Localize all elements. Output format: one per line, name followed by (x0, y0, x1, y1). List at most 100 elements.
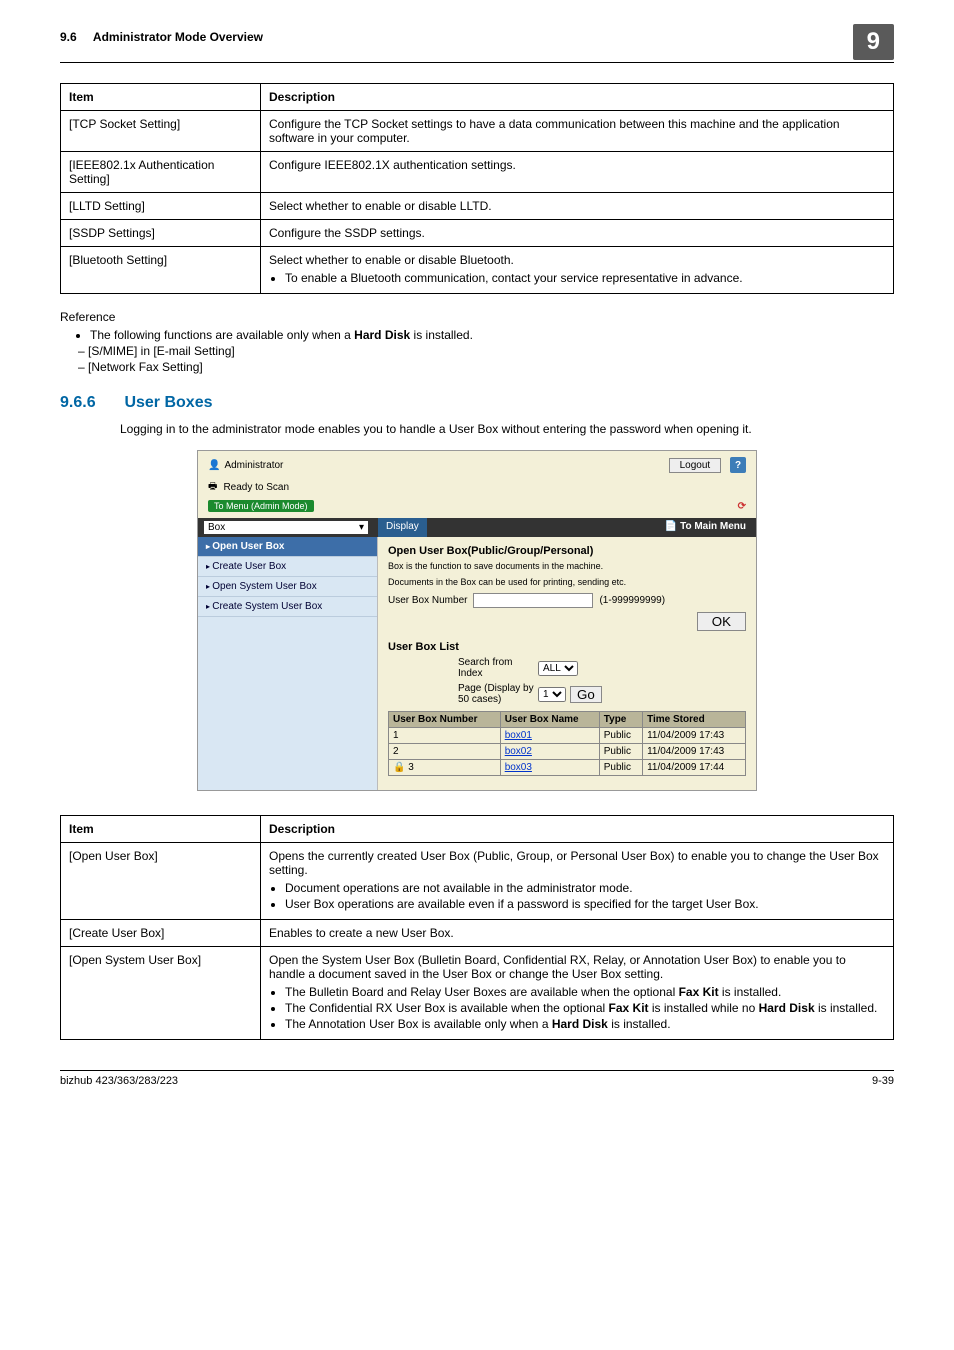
table-row: [SSDP Settings] Configure the SSDP setti… (61, 220, 894, 247)
logout-button[interactable]: Logout (669, 458, 722, 473)
table-row: [Open User Box] Opens the currently crea… (61, 843, 894, 920)
admin-label: 👤 Administrator (208, 460, 283, 471)
ref-line-bullet: The following functions are available on… (90, 328, 894, 342)
cell-item: [Bluetooth Setting] (61, 247, 261, 294)
col-userboxname: User Box Name (500, 712, 599, 728)
reference-title: Reference (60, 310, 894, 324)
refresh-icon[interactable]: ⟳ (738, 501, 746, 512)
table-row: [IEEE802.1x Authentication Setting] Conf… (61, 152, 894, 193)
help-icon[interactable]: ? (730, 457, 746, 473)
cell-desc: Select whether to enable or disable LLTD… (261, 193, 894, 220)
bullet: To enable a Bluetooth communication, con… (285, 271, 885, 285)
table-row: [Create User Box] Enables to create a ne… (61, 920, 894, 947)
cell-item: [SSDP Settings] (61, 220, 261, 247)
footer-left: bizhub 423/363/283/223 (60, 1075, 178, 1087)
cell-item: [Open System User Box] (61, 947, 261, 1040)
cell-desc: Configure IEEE802.1X authentication sett… (261, 152, 894, 193)
cell-item: [LLTD Setting] (61, 193, 261, 220)
bullet: The Bulletin Board and Relay User Boxes … (285, 985, 885, 999)
to-main-menu-button[interactable]: 📄 To Main Menu (655, 518, 756, 537)
userboxnum-label: User Box Number (388, 595, 467, 606)
subsection-body: Logging in to the administrator mode ena… (120, 422, 894, 436)
printer-icon: 🖶 (208, 479, 217, 496)
table-row: [Open System User Box] Open the System U… (61, 947, 894, 1040)
table-row: [Bluetooth Setting] Select whether to en… (61, 247, 894, 294)
sidebar-item-create-system-user-box[interactable]: Create System User Box (198, 597, 377, 617)
col-type: Type (599, 712, 642, 728)
ok-button[interactable]: OK (697, 612, 746, 631)
box-link[interactable]: box01 (505, 730, 532, 741)
go-button[interactable]: Go (570, 686, 602, 703)
cell-item: [Open User Box] (61, 843, 261, 920)
cell-desc: Select whether to enable or disable Blue… (261, 247, 894, 294)
box-link[interactable]: box02 (505, 746, 532, 757)
user-box-list-table: User Box Number User Box Name Type Time … (388, 711, 746, 776)
lock-icon: 🔒 (393, 762, 405, 773)
header-left: 9.6 Administrator Mode Overview (60, 30, 263, 44)
box-link[interactable]: box03 (505, 762, 532, 773)
page-footer: bizhub 423/363/283/223 9-39 (60, 1070, 894, 1087)
table-row: [LLTD Setting] Select whether to enable … (61, 193, 894, 220)
subsection-heading: 9.6.6 User Boxes (60, 394, 894, 412)
list-row: 1 box01 Public 11/04/2009 17:43 (389, 728, 746, 744)
cell-item: [IEEE802.1x Authentication Setting] (61, 152, 261, 193)
col-desc: Description (261, 84, 894, 111)
search-from-index-label: Search from Index (388, 657, 538, 679)
col-desc: Description (261, 816, 894, 843)
panel-heading: Open User Box(Public/Group/Personal) (388, 545, 746, 557)
box-select[interactable]: Box▾ (198, 518, 378, 537)
scr-topbar: 👤 Administrator Logout ? (198, 451, 756, 477)
user-box-number-input[interactable] (473, 593, 593, 608)
cell-desc: Open the System User Box (Bulletin Board… (261, 947, 894, 1040)
page-header: 9.6 Administrator Mode Overview 9 (60, 30, 894, 63)
sidebar-item-create-user-box[interactable]: Create User Box (198, 557, 377, 577)
bullet: User Box operations are available even i… (285, 897, 885, 911)
search-index-select[interactable]: ALL (538, 661, 578, 676)
cell-item: [Create User Box] (61, 920, 261, 947)
user-icon: 👤 (208, 460, 220, 471)
scr-main-panel: Open User Box(Public/Group/Personal) Box… (378, 537, 756, 790)
col-userboxnum: User Box Number (389, 712, 501, 728)
chapter-tab: 9 (853, 24, 894, 60)
page-display-label: Page (Display by 50 cases) (388, 683, 538, 705)
col-timestored: Time Stored (643, 712, 746, 728)
section-title: Administrator Mode Overview (93, 30, 263, 44)
scr-sidebar: Open User Box Create User Box Open Syste… (198, 537, 378, 790)
cell-desc: Configure the TCP Socket settings to hav… (261, 111, 894, 152)
cell-desc: Configure the SSDP settings. (261, 220, 894, 247)
list-row: 2 box02 Public 11/04/2009 17:43 (389, 744, 746, 760)
sidebar-item-open-system-user-box[interactable]: Open System User Box (198, 577, 377, 597)
bullet: The Confidential RX User Box is availabl… (285, 1001, 885, 1015)
footer-right: 9-39 (872, 1075, 894, 1087)
bullet: The Annotation User Box is available onl… (285, 1017, 885, 1031)
admin-screenshot: 👤 Administrator Logout ? 🖶 Ready to Scan… (197, 450, 757, 791)
subsection-title: User Boxes (124, 394, 212, 411)
cell-item: [TCP Socket Setting] (61, 111, 261, 152)
section-number: 9.6 (60, 30, 77, 44)
settings-table-2: Item Description [Open User Box] Opens t… (60, 815, 894, 1040)
bullet: Document operations are not available in… (285, 881, 885, 895)
display-button[interactable]: Display (378, 518, 427, 537)
ref-line-dash: [S/MIME] in [E-mail Setting] (78, 344, 894, 358)
scr-menu-row: To Menu (Admin Mode) ⟳ (198, 498, 756, 518)
cell-desc-lead: Select whether to enable or disable Blue… (269, 253, 514, 267)
col-item: Item (61, 84, 261, 111)
ref-line-dash: [Network Fax Setting] (78, 360, 894, 374)
reference-block: Reference The following functions are av… (60, 310, 894, 374)
cell-desc: Opens the currently created User Box (Pu… (261, 843, 894, 920)
sidebar-item-open-user-box[interactable]: Open User Box (198, 537, 377, 557)
list-row: 🔒 3 box03 Public 11/04/2009 17:44 (389, 760, 746, 776)
userboxnum-hint: (1-999999999) (599, 595, 665, 606)
to-menu-admin-button[interactable]: To Menu (Admin Mode) (208, 500, 314, 512)
scr-control-bar: Box▾ Display 📄 To Main Menu (198, 518, 756, 537)
subsection-number: 9.6.6 (60, 394, 120, 412)
settings-table-1: Item Description [TCP Socket Setting] Co… (60, 83, 894, 294)
scr-status: 🖶 Ready to Scan (198, 477, 756, 498)
col-item: Item (61, 816, 261, 843)
panel-note-1: Box is the function to save documents in… (388, 561, 746, 571)
cell-desc: Enables to create a new User Box. (261, 920, 894, 947)
chevron-down-icon: ▾ (359, 522, 364, 533)
list-heading: User Box List (388, 641, 746, 653)
page-select[interactable]: 1 (538, 687, 566, 702)
table-row: [TCP Socket Setting] Configure the TCP S… (61, 111, 894, 152)
